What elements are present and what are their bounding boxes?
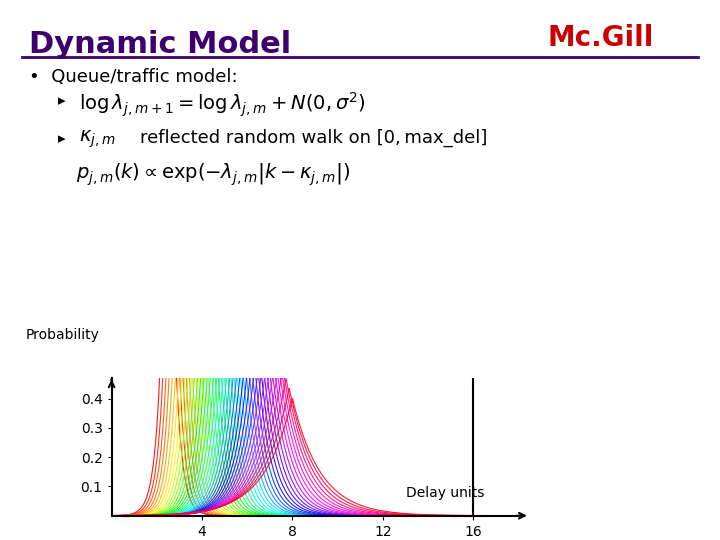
Text: •  Queue/traffic model:: • Queue/traffic model: [29, 68, 238, 85]
Text: reflected random walk on [0, max_del]: reflected random walk on [0, max_del] [140, 129, 487, 147]
Text: $\kappa_{j,m}$: $\kappa_{j,m}$ [79, 129, 116, 150]
Text: Delay units: Delay units [406, 485, 485, 500]
Text: Mc.Gill: Mc.Gill [547, 24, 654, 52]
Text: $p_{j,m}(k) \propto \exp(-\lambda_{j,m}\left|k - \kappa_{j,m}\right|)$: $p_{j,m}(k) \propto \exp(-\lambda_{j,m}\… [76, 162, 350, 188]
Text: $\log \lambda_{j,m+1} = \log \lambda_{j,m} + N(0,\sigma^2)$: $\log \lambda_{j,m+1} = \log \lambda_{j,… [79, 91, 366, 119]
Text: Probability: Probability [25, 328, 99, 342]
Text: ▸: ▸ [58, 93, 66, 108]
Text: ▸: ▸ [58, 131, 66, 146]
Text: Dynamic Model: Dynamic Model [29, 30, 291, 59]
